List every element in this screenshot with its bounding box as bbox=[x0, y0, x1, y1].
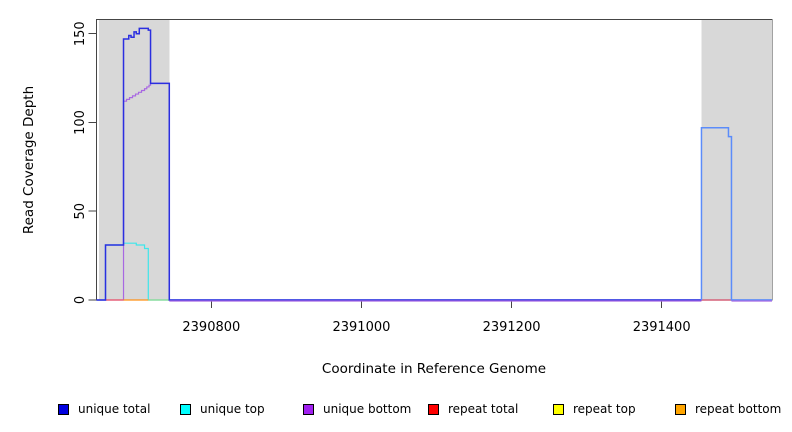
legend-swatch-repeat-bottom bbox=[675, 403, 686, 415]
legend-swatch-unique-bottom bbox=[303, 403, 314, 415]
shaded-regions-layer bbox=[98, 20, 772, 300]
shaded-region-2 bbox=[701, 20, 772, 300]
legend-label-unique-bottom: unique bottom bbox=[323, 402, 412, 416]
y-tick-label: 0 bbox=[73, 296, 88, 304]
series-layer bbox=[96, 27, 772, 302]
y-tick-label: 100 bbox=[73, 110, 88, 135]
legend-item-unique-total: unique total bbox=[58, 401, 150, 417]
legend-item-unique-bottom: unique bottom bbox=[303, 401, 411, 417]
legend-swatch-repeat-top bbox=[553, 403, 564, 415]
legend-label-unique-top: unique top bbox=[200, 402, 265, 416]
series-unique-total-left bbox=[96, 27, 702, 301]
plot-box-layer bbox=[96, 19, 773, 301]
legend-label-repeat-bottom: repeat bottom bbox=[695, 402, 782, 416]
shaded-region-1 bbox=[98, 20, 170, 300]
legend-item-repeat-top: repeat top bbox=[553, 401, 636, 417]
x-tick-label: 2391400 bbox=[633, 320, 691, 335]
legend-label-unique-total: unique total bbox=[78, 402, 151, 416]
legend-label-repeat-top: repeat top bbox=[573, 402, 636, 416]
legend-label-repeat-total: repeat total bbox=[448, 402, 519, 416]
legend-item-repeat-bottom: repeat bottom bbox=[675, 401, 781, 417]
legend-swatch-repeat-total bbox=[428, 403, 439, 415]
axes-layer: 2390800 2391000 2391200 2391400 0 50 100 150 bbox=[73, 19, 772, 335]
y-axis-title: Read Coverage Depth bbox=[21, 86, 37, 234]
x-tick-label: 2391000 bbox=[332, 320, 390, 335]
y-tick-label: 50 bbox=[73, 203, 88, 220]
series-unique-bottom bbox=[96, 82, 772, 301]
legend: unique total unique top unique bottom repea… bbox=[0, 401, 792, 421]
x-tick-label: 2390800 bbox=[182, 320, 240, 335]
legend-swatch-unique-top bbox=[180, 403, 191, 415]
series-unique-top bbox=[96, 242, 772, 301]
y-tick-label: 150 bbox=[73, 21, 88, 46]
legend-item-unique-top: unique top bbox=[180, 401, 265, 417]
legend-item-repeat-total: repeat total bbox=[428, 401, 518, 417]
x-tick-label: 2391200 bbox=[483, 320, 541, 335]
legend-swatch-unique-total bbox=[58, 403, 69, 415]
x-axis-title: Coordinate in Reference Genome bbox=[322, 361, 546, 377]
series-unique-total-right bbox=[700, 127, 772, 301]
plot-border bbox=[96, 19, 773, 301]
